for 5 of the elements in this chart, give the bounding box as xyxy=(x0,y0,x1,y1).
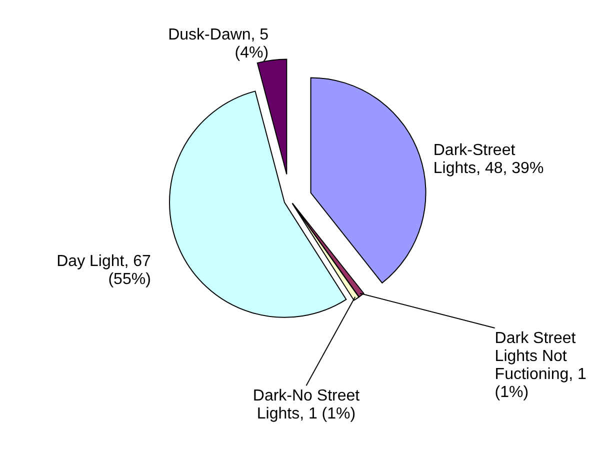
slice-label: Dusk-Dawn, 5 (4%) xyxy=(168,26,269,62)
slice-label: Dark Street Lights Not Fuctioning, 1 (1%) xyxy=(494,330,587,401)
slice-label: Dark-No Street Lights, 1 (1%) xyxy=(252,388,360,423)
slice-label: Dark-Street Lights, 48, 39% xyxy=(433,142,544,178)
slice-label: Day Light, 67 (55%) xyxy=(56,252,152,288)
